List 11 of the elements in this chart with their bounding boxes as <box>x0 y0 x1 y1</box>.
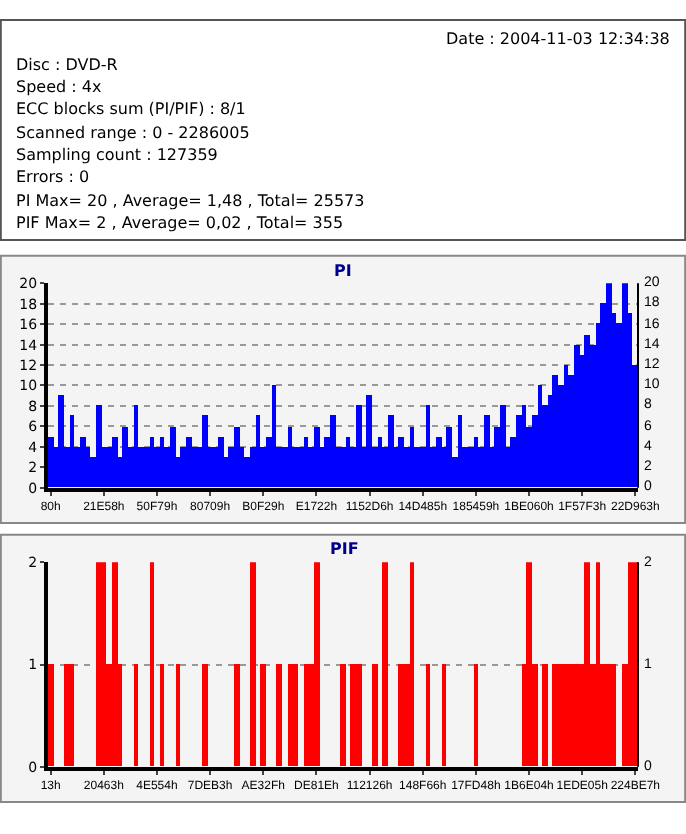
text: ECC blocks sum (PI/PIF) : 8/1 <box>16 100 246 118</box>
chart-title: PIF <box>330 540 359 558</box>
text: PIF Max= 2 , Average= 0,02 , Total= 355 <box>16 214 344 232</box>
text: Disc : DVD-R <box>16 56 119 74</box>
text: Date : 2004-11-03 12:34:38 <box>446 30 670 48</box>
text: PI Max= 20 , Average= 1,48 , Total= 25573 <box>16 192 365 210</box>
text: Scanned range : 0 - 2286005 <box>16 124 250 142</box>
text: Speed : 4x <box>16 78 102 96</box>
text: Errors : 0 <box>16 168 90 186</box>
text: Sampling count : 127359 <box>16 146 218 164</box>
chart-title: PI <box>334 262 352 280</box>
